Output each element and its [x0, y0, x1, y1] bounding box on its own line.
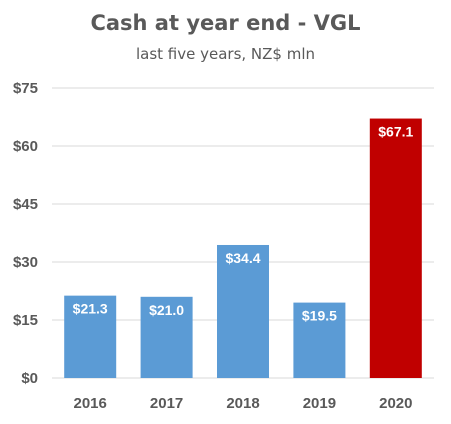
x-tick-label: 2017	[150, 395, 183, 412]
data-label: $21.3	[73, 301, 108, 317]
bar	[64, 295, 117, 378]
y-tick-label: $0	[21, 370, 38, 387]
bar	[293, 302, 346, 378]
data-label: $21.0	[149, 302, 184, 318]
chart-subtitle: last five years, NZ$ mln	[135, 45, 316, 63]
bar	[369, 118, 422, 379]
x-tick-label: 2016	[74, 395, 107, 412]
data-label: $67.1	[378, 124, 413, 140]
y-tick-label: $30	[13, 254, 38, 271]
chart-title: Cash at year end - VGL	[90, 11, 361, 35]
x-tick-label: 2018	[226, 395, 259, 412]
bar	[140, 296, 193, 378]
y-tick-label: $60	[13, 138, 38, 155]
y-tick-label: $75	[13, 80, 38, 97]
data-label: $34.4	[225, 250, 260, 266]
data-label: $19.5	[302, 308, 337, 324]
x-tick-label: 2020	[379, 395, 412, 412]
x-tick-label: 2019	[303, 395, 336, 412]
y-tick-label: $45	[13, 196, 38, 213]
bar	[217, 244, 269, 378]
y-tick-label: $15	[13, 312, 38, 329]
